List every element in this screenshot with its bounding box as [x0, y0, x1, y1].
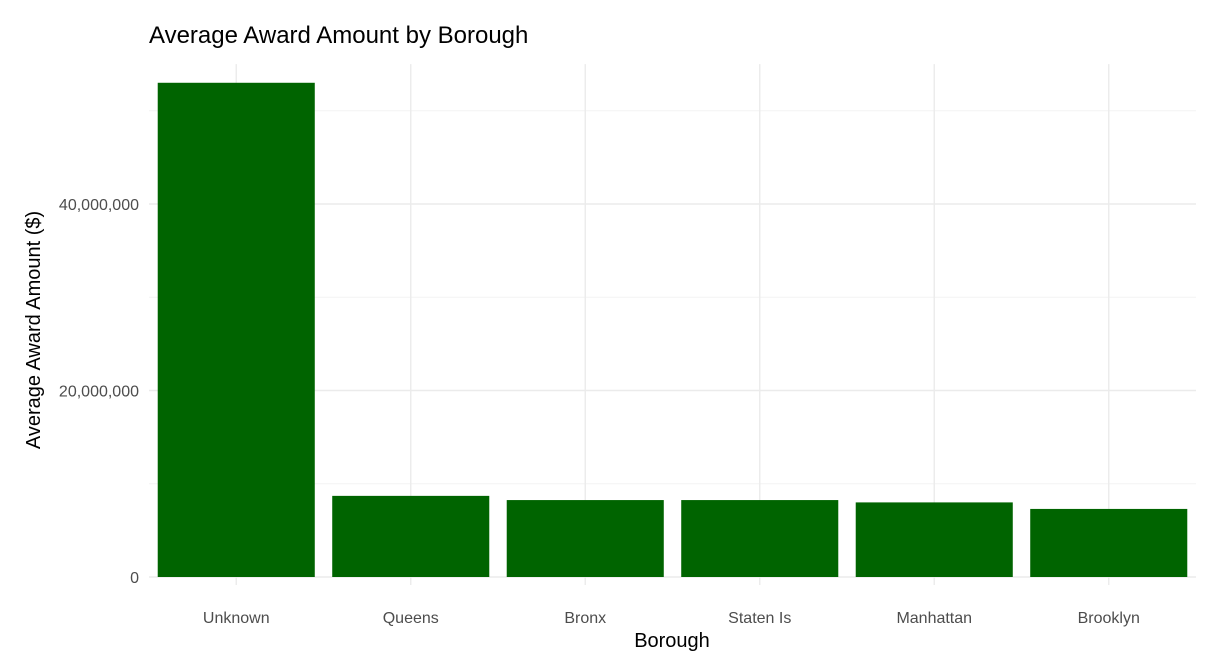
x-tick-label: Bronx: [564, 610, 606, 627]
x-axis-title: Borough: [634, 630, 710, 652]
x-tick-label: Brooklyn: [1078, 610, 1140, 627]
bar-brooklyn: [1030, 508, 1188, 577]
x-tick-label: Staten Is: [728, 610, 791, 627]
x-axis-ticks: Unknown Queens Bronx Staten Is Manhattan Broo…: [203, 610, 1140, 627]
bars: [157, 82, 1188, 578]
bar-staten-is: [681, 500, 839, 577]
y-tick-label: 40,000,000: [59, 197, 139, 214]
bar-manhattan: [855, 502, 1013, 577]
y-tick-label: 0: [130, 570, 139, 587]
chart-title: Average Award Amount by Borough: [149, 22, 528, 49]
grid-lines: [149, 64, 1196, 585]
bar-unknown: [157, 82, 315, 578]
x-tick-label: Manhattan: [896, 610, 972, 627]
x-tick-label: Queens: [383, 610, 439, 627]
x-tick-label: Unknown: [203, 610, 270, 627]
y-axis-title: Average Award Amount ($): [23, 211, 45, 449]
bar-bronx: [506, 500, 664, 577]
bar-queens: [332, 495, 490, 577]
y-axis-ticks: 0 20,000,000 40,000,000: [59, 197, 139, 587]
y-tick-label: 20,000,000: [59, 384, 139, 401]
